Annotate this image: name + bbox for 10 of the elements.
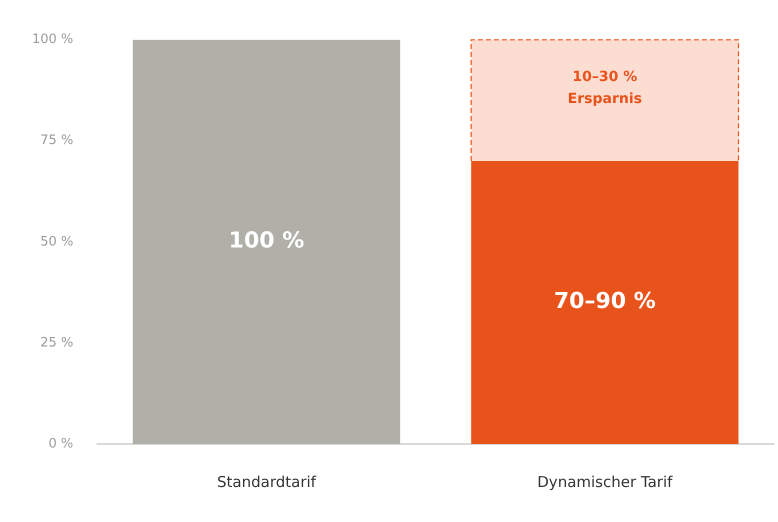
x-tick-label: Standardtarif xyxy=(217,472,317,491)
y-tick-label: 0 % xyxy=(48,436,74,452)
y-tick-label: 50 % xyxy=(40,234,74,250)
x-tick-label: Dynamischer Tarif xyxy=(537,472,674,491)
y-tick-label: 25 % xyxy=(40,335,74,350)
y-tick-label: 100 % xyxy=(32,32,74,48)
data-label: 100 % xyxy=(228,228,304,254)
y-tick-label: 75 % xyxy=(40,133,74,148)
annotation: 10–30 % Ersparnis xyxy=(568,68,642,107)
data-label: 70–90 % xyxy=(554,289,656,314)
